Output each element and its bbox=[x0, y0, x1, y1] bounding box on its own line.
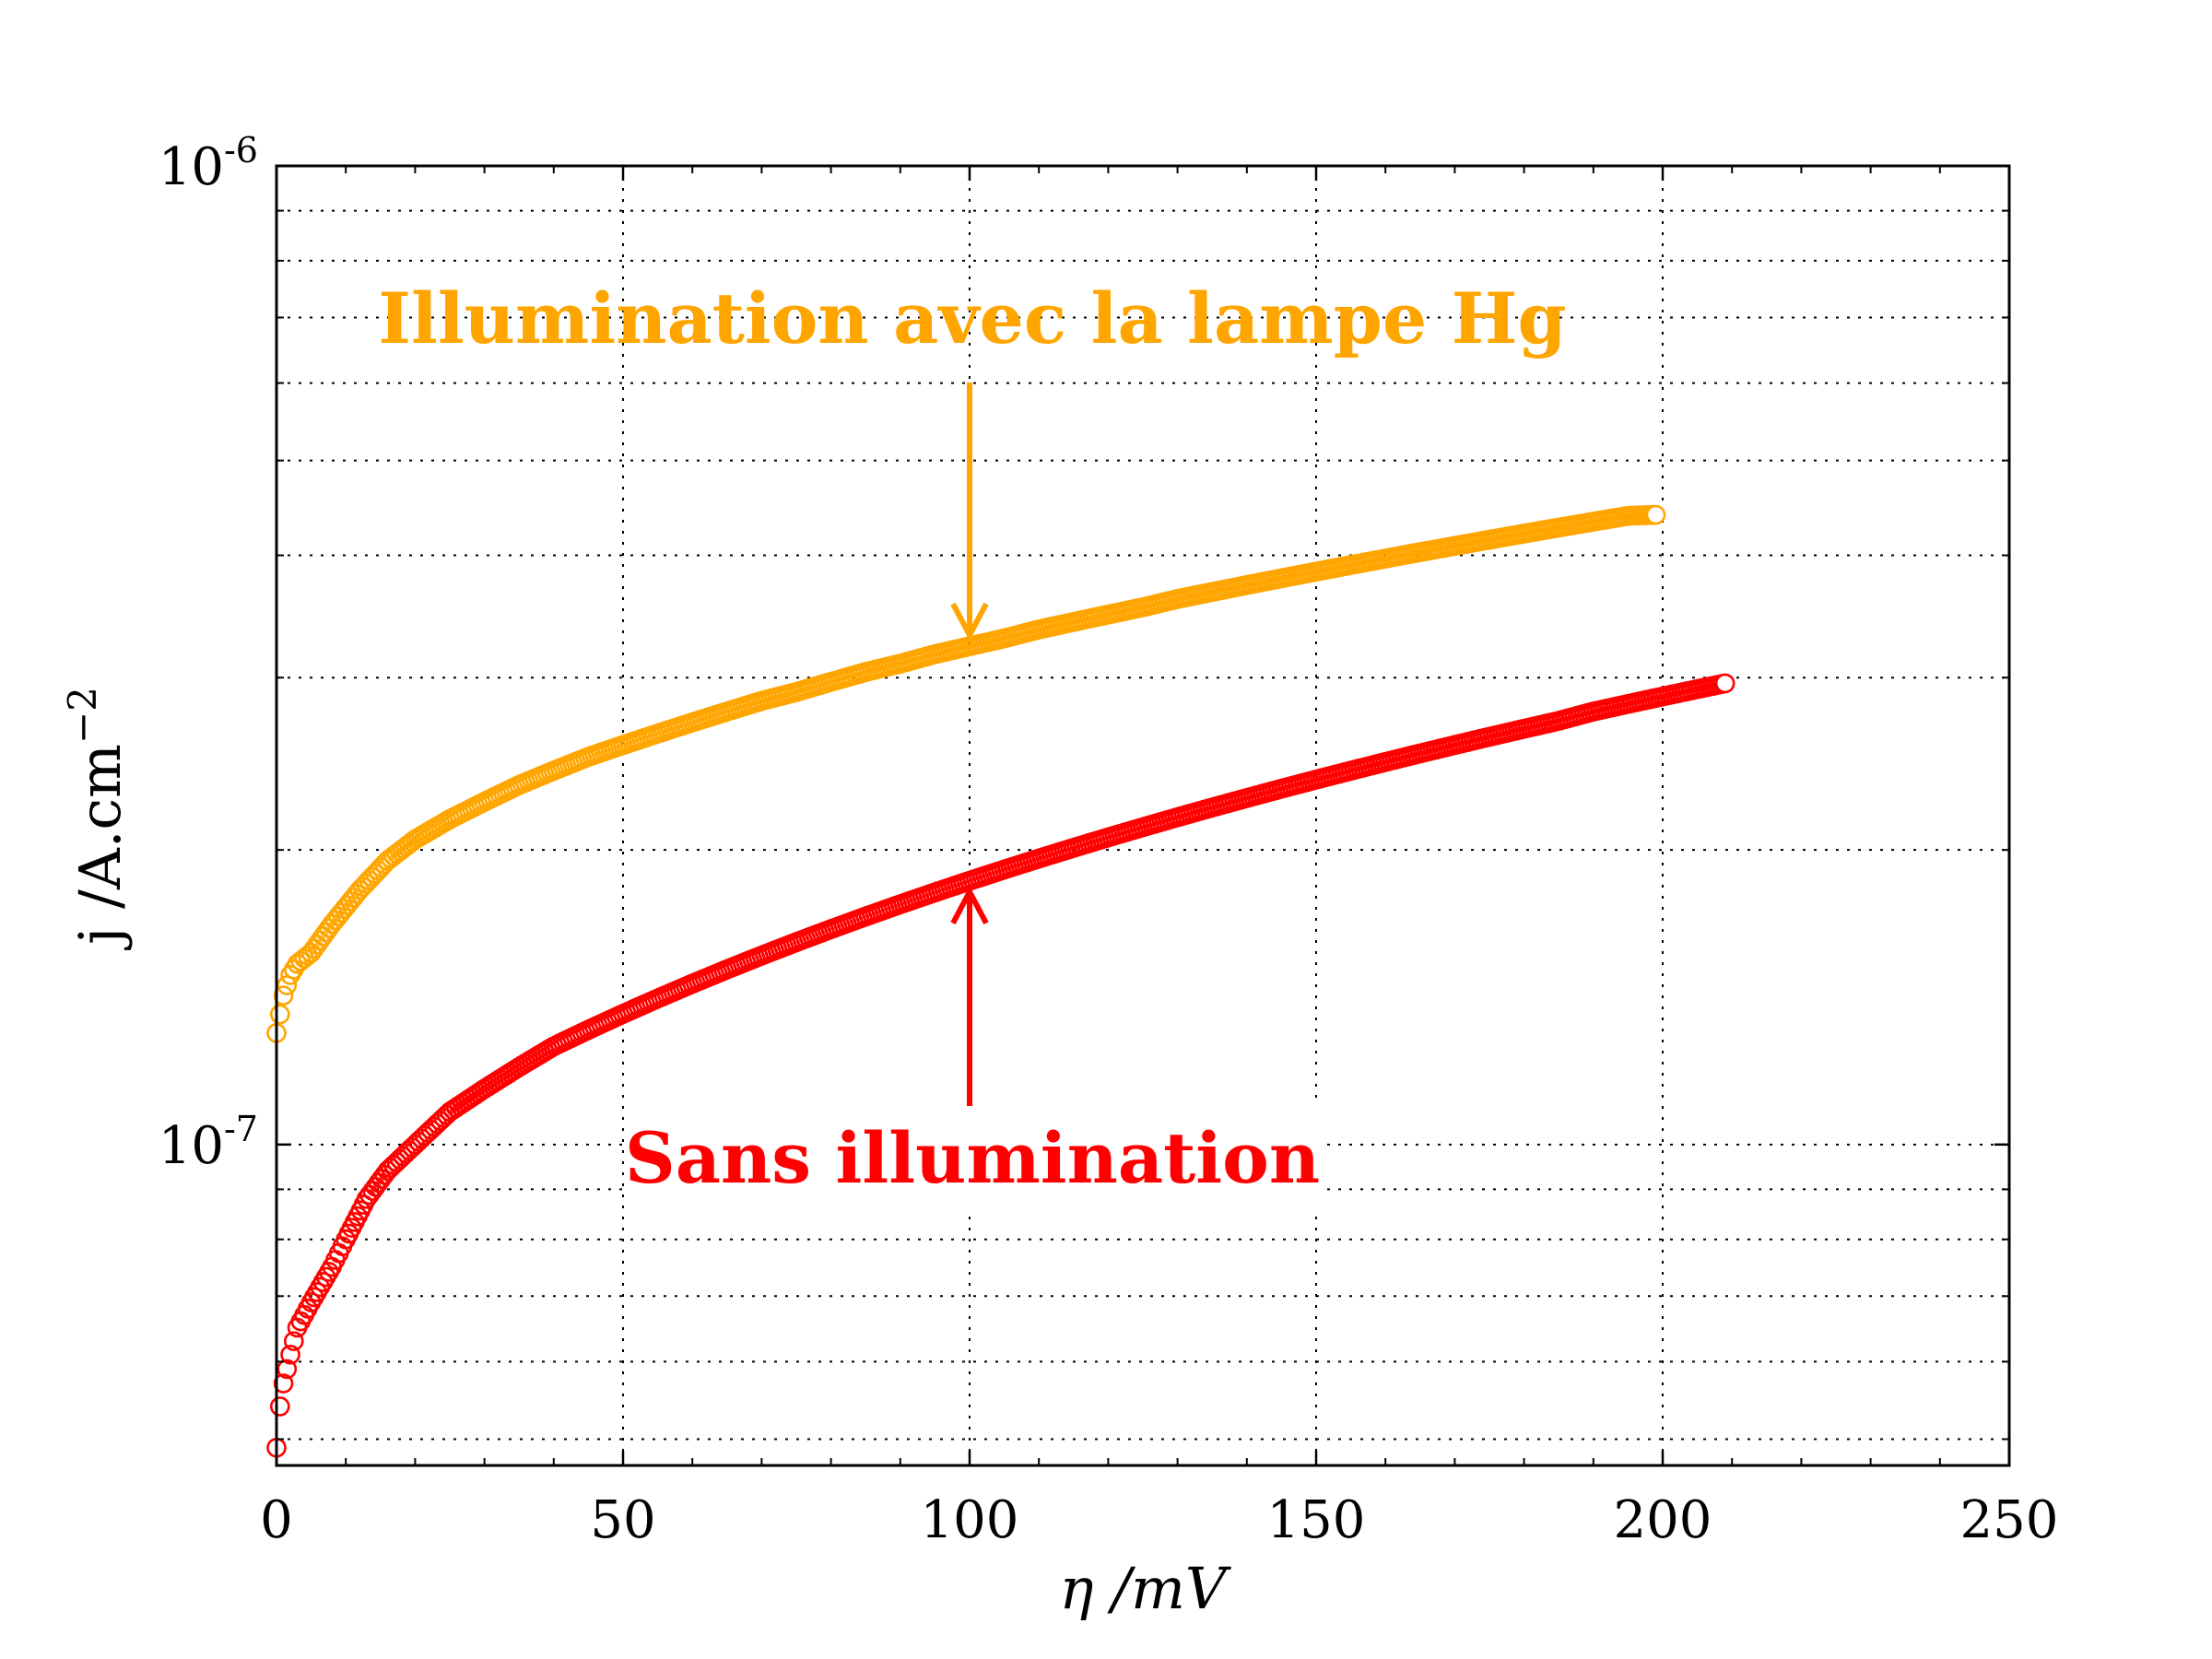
annotation-label-background bbox=[627, 1103, 1327, 1214]
y-tick-label: 10-6 bbox=[159, 130, 258, 197]
annotation-sans-illumination: Sans illumination bbox=[625, 1117, 1320, 1199]
x-tick-label: 250 bbox=[1960, 1490, 2059, 1550]
annotation-arrowhead-sans-illumination bbox=[950, 886, 989, 925]
y-tick-label-base: 10 bbox=[159, 1116, 224, 1176]
data-point bbox=[280, 1344, 300, 1365]
data-point bbox=[273, 1373, 294, 1394]
y-tick-label-exponent: -7 bbox=[224, 1109, 258, 1149]
y-tick-label: 10-7 bbox=[159, 1109, 258, 1176]
grid bbox=[276, 166, 2009, 1465]
x-tick-label: 100 bbox=[921, 1490, 1019, 1550]
x-tick-label: 50 bbox=[590, 1490, 655, 1550]
y-tick-labels: 10-610-7 bbox=[159, 130, 258, 1176]
series-sans-illumination bbox=[266, 673, 1735, 1458]
x-tick-labels: 0 50 100 150 200 250 bbox=[260, 1490, 2058, 1550]
annotation-arrowhead-illumination bbox=[950, 602, 989, 641]
y-axis-label-exponent: −2 bbox=[60, 687, 105, 744]
data-point bbox=[269, 1396, 290, 1417]
data-point bbox=[1714, 673, 1735, 694]
y-axis-label-main: j /A.cm bbox=[66, 744, 134, 950]
y-tick-label-exponent: -6 bbox=[224, 130, 258, 171]
annotations: Illumination avec la lampe Hg Sans illumi… bbox=[378, 277, 1567, 1214]
y-axis-label: j /A.cm−2 bbox=[60, 687, 134, 950]
y-tick-label-base: 10 bbox=[159, 137, 224, 197]
data-point bbox=[1645, 504, 1666, 525]
series-layer bbox=[266, 504, 1735, 1458]
annotation-illumination: Illumination avec la lampe Hg bbox=[378, 277, 1566, 359]
x-tick-label: 200 bbox=[1614, 1490, 1712, 1550]
data-point bbox=[276, 1359, 298, 1380]
data-point bbox=[269, 1004, 290, 1025]
x-axis-label: η /mV bbox=[1059, 1555, 1232, 1622]
plot-frame bbox=[275, 164, 2011, 1467]
x-tick-label: 150 bbox=[1267, 1490, 1366, 1550]
data-point bbox=[283, 1331, 304, 1351]
series-illumination bbox=[266, 504, 1666, 1043]
data-point bbox=[273, 985, 294, 1006]
x-tick-label: 0 bbox=[260, 1490, 293, 1550]
